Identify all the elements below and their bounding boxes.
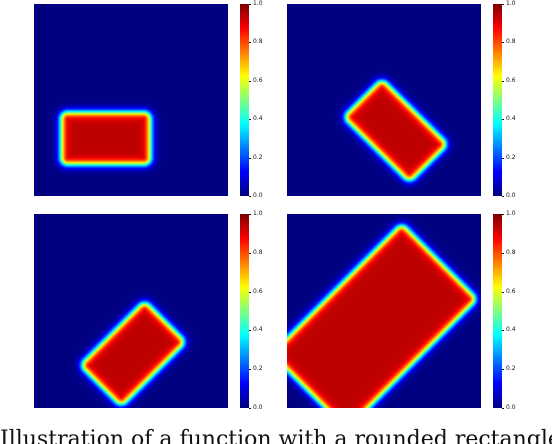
colorbar-tickmark xyxy=(249,4,251,5)
colorbar-tick-label: 0.4 xyxy=(506,115,516,122)
heatmap-bottom-left xyxy=(34,214,228,408)
colorbar-tick-label: 0.8 xyxy=(253,249,263,256)
colorbar-tickmark xyxy=(502,4,504,5)
colorbar-tickmark xyxy=(249,196,251,197)
colorbar-tickmark xyxy=(502,119,504,120)
colorbar-tick-label: 0.6 xyxy=(506,288,516,295)
colorbar-tickmark xyxy=(249,119,251,120)
colorbar-tick-label: 0.8 xyxy=(253,38,263,45)
colorbar-tick-label: 0.8 xyxy=(506,38,516,45)
colorbar-tickmark xyxy=(502,330,504,331)
colorbar-tick-label: 0.2 xyxy=(253,154,263,161)
colorbar-tick-label: 0.6 xyxy=(253,288,263,295)
colorbar-tick-label: 0.0 xyxy=(253,192,263,199)
colorbar-top-right xyxy=(493,4,502,196)
colorbar-tick-label: 0.4 xyxy=(253,326,263,333)
colorbar-tick-label: 0.4 xyxy=(253,115,263,122)
colorbar-tickmark xyxy=(249,158,251,159)
colorbar-tickmark xyxy=(249,330,251,331)
colorbar-tickmark xyxy=(502,81,504,82)
colorbar-tickmark xyxy=(249,81,251,82)
colorbar-tick-label: 0.6 xyxy=(253,77,263,84)
colorbar-tickmark xyxy=(502,253,504,254)
colorbar-tickmark xyxy=(502,158,504,159)
colorbar-tickmark xyxy=(249,408,251,409)
colorbar-tickmark xyxy=(502,292,504,293)
colorbar-bottom-left xyxy=(240,214,249,408)
colorbar-tickmark xyxy=(249,253,251,254)
colorbar-tick-label: 0.2 xyxy=(253,365,263,372)
heatmap-top-left xyxy=(34,4,228,196)
colorbar-tickmark xyxy=(249,214,251,215)
colorbar-tick-label: 1.0 xyxy=(506,0,516,7)
colorbar-tickmark xyxy=(249,369,251,370)
colorbar-tickmark xyxy=(502,408,504,409)
colorbar-tickmark xyxy=(502,196,504,197)
colorbar-tick-label: 1.0 xyxy=(506,210,516,217)
colorbar-tick-label: 0.0 xyxy=(506,404,516,411)
colorbar-tick-label: 0.0 xyxy=(253,404,263,411)
colorbar-tick-label: 1.0 xyxy=(253,210,263,217)
colorbar-tick-label: 0.8 xyxy=(506,249,516,256)
colorbar-tick-label: 0.6 xyxy=(506,77,516,84)
colorbar-tick-label: 0.4 xyxy=(506,326,516,333)
figure-caption: Illustration of a function with a rounde… xyxy=(0,427,552,444)
colorbar-tickmark xyxy=(502,214,504,215)
heatmap-top-right xyxy=(287,4,481,196)
colorbar-tickmark xyxy=(249,42,251,43)
colorbar-tick-label: 0.2 xyxy=(506,154,516,161)
colorbar-tickmark xyxy=(249,292,251,293)
heatmap-bottom-right xyxy=(287,214,481,408)
colorbar-tickmark xyxy=(502,42,504,43)
colorbar-bottom-right xyxy=(493,214,502,408)
colorbar-tick-label: 0.0 xyxy=(506,192,516,199)
colorbar-tick-label: 0.2 xyxy=(506,365,516,372)
colorbar-tickmark xyxy=(502,369,504,370)
colorbar-top-left xyxy=(240,4,249,196)
colorbar-tick-label: 1.0 xyxy=(253,0,263,7)
